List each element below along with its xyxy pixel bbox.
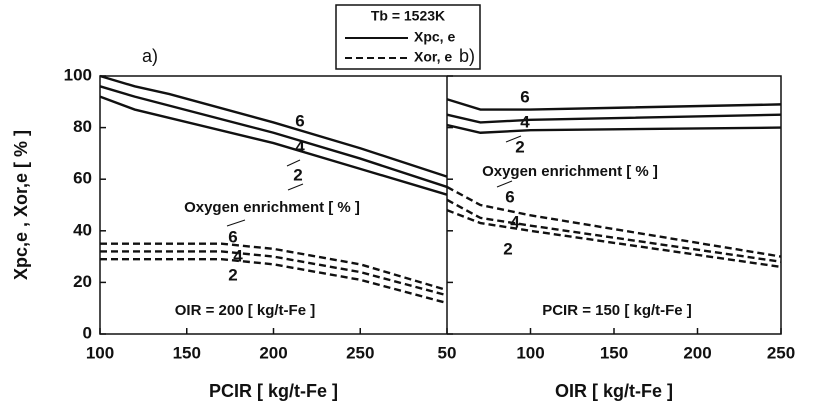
curve	[100, 257, 448, 305]
curve-label: 2	[293, 165, 302, 184]
curve	[446, 185, 782, 258]
pointer	[286, 159, 301, 167]
curve-label: 4	[295, 137, 305, 156]
pointer	[287, 183, 304, 191]
x-tick-label: 100	[86, 343, 114, 362]
curve-label: 6	[295, 111, 304, 130]
curve	[446, 113, 782, 124]
y-tick-label: 100	[64, 65, 92, 84]
x-tick-label: 150	[173, 343, 201, 362]
curve	[99, 95, 448, 196]
curve-label: 4	[520, 112, 530, 131]
pointer	[505, 135, 522, 143]
curve	[99, 85, 448, 189]
curve	[446, 98, 782, 111]
y-tick-label: 0	[83, 323, 92, 342]
pointer	[496, 180, 513, 188]
curve	[100, 242, 448, 292]
annotation: PCIR = 150 [ kg/t-Fe ]	[542, 302, 692, 319]
curve-label: 2	[515, 137, 524, 156]
curve	[100, 250, 448, 297]
legend-label: Xpc, e	[414, 29, 455, 45]
curve-label: 2	[503, 239, 512, 258]
curve-label: 4	[510, 212, 520, 231]
plot-frame	[99, 75, 782, 335]
x-axis-label: OIR [ kg/t-Fe ]	[555, 381, 673, 401]
panel-label: b)	[459, 46, 475, 66]
y-tick-label: 40	[73, 220, 92, 239]
curve	[446, 209, 782, 269]
annotation: Oxygen enrichment [ % ]	[482, 163, 658, 180]
curve-label: 4	[233, 246, 243, 265]
x-tick-label: 250	[767, 343, 795, 362]
curve-label: 2	[228, 265, 237, 284]
curve-label: 6	[228, 227, 237, 246]
curve	[446, 198, 782, 263]
pointer	[226, 219, 246, 227]
y-tick-label: 20	[73, 272, 92, 291]
x-tick-label: 200	[683, 343, 711, 362]
legend-title: Tb = 1523K	[371, 8, 445, 24]
legend-label: Xor, e	[414, 49, 452, 65]
annotation: OIR = 200 [ kg/t-Fe ]	[175, 302, 315, 319]
y-tick-label: 60	[73, 169, 92, 188]
x-tick-label: 50	[438, 343, 457, 362]
curve	[99, 74, 448, 178]
panel-label: a)	[142, 46, 158, 66]
x-tick-label: 150	[600, 343, 628, 362]
x-tick-label: 200	[259, 343, 287, 362]
curve	[446, 123, 782, 134]
y-tick-label: 80	[73, 117, 92, 136]
y-axis-label: Xpc,e , Xor,e [ % ]	[11, 130, 31, 280]
curve-label: 6	[505, 187, 514, 206]
x-axis-label: PCIR [ kg/t-Fe ]	[209, 381, 338, 401]
annotation: Oxygen enrichment [ % ]	[184, 199, 360, 216]
x-tick-label: 250	[346, 343, 374, 362]
curve-label: 6	[520, 87, 529, 106]
x-tick-label: 100	[516, 343, 544, 362]
